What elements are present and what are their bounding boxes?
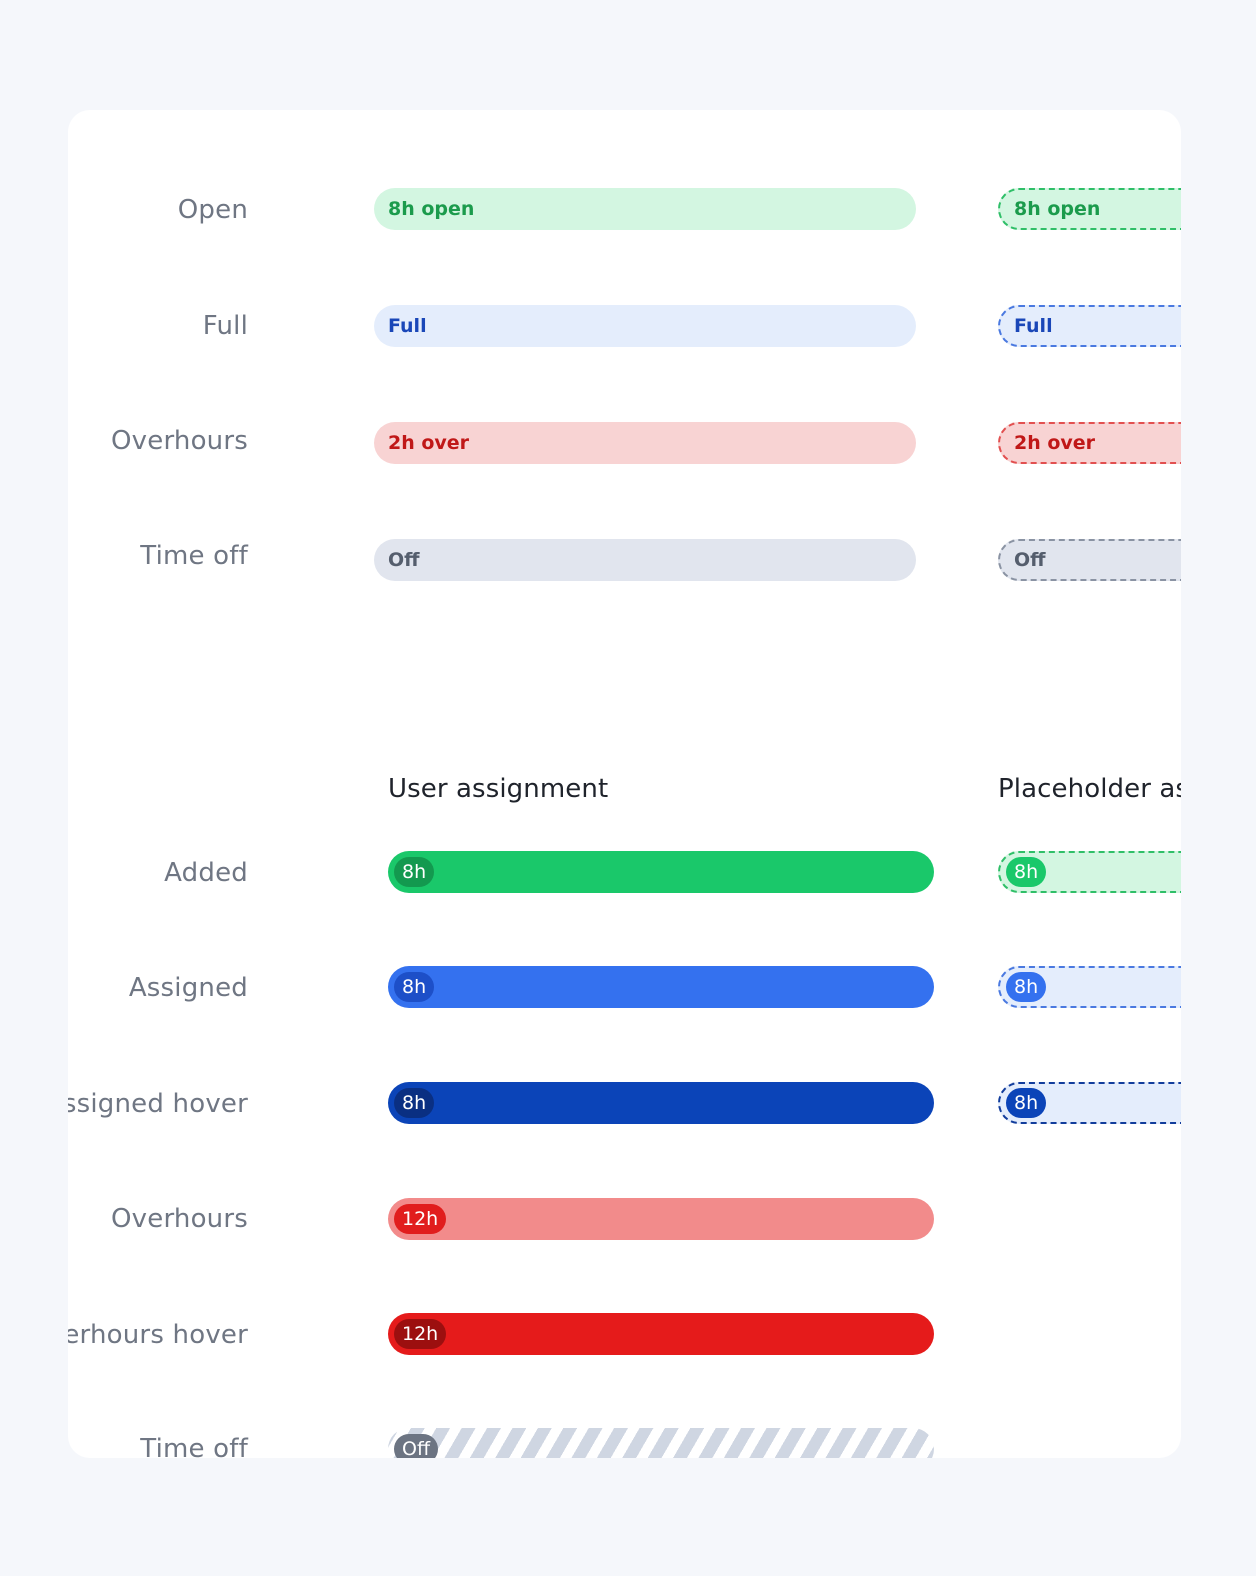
overhours-pill-text: 2h over	[388, 432, 470, 454]
row-label-overhours-hover: erhours hover	[68, 1320, 248, 1350]
placeholder-assignment-title: Placeholder as	[998, 774, 1181, 804]
added-placeholder-bar[interactable]: 8h	[998, 851, 1181, 893]
overhours-hover-hours-chip: 12h	[394, 1319, 447, 1349]
assigned-hover-hours-chip: 8h	[394, 1088, 435, 1118]
overhours-dashed-pill-text: 2h over	[1014, 432, 1096, 454]
time-off-dashed-pill[interactable]: Off	[998, 539, 1181, 581]
assigned-hover-placeholder-bar[interactable]: 8h	[998, 1082, 1181, 1124]
full-dashed-pill[interactable]: Full	[998, 305, 1181, 347]
row-label-added: Added	[164, 858, 248, 888]
overhours-dashed-pill[interactable]: 2h over	[998, 422, 1181, 464]
time-off-bar[interactable]: Off	[388, 1428, 934, 1458]
assigned-bar[interactable]: 8h	[388, 966, 934, 1008]
time-off-dashed-pill-text: Off	[1014, 549, 1046, 571]
added-placeholder-chip: 8h	[1006, 857, 1047, 887]
overhours-hours-chip: 12h	[394, 1204, 447, 1234]
added-hours-chip: 8h	[394, 857, 435, 887]
row-label-time-off-assignment: Time off	[140, 1434, 248, 1458]
time-off-chip: Off	[394, 1434, 439, 1458]
row-label-open: Open	[177, 195, 248, 225]
time-off-pill-text: Off	[388, 549, 420, 571]
added-bar[interactable]: 8h	[388, 851, 934, 893]
open-pill-text: 8h open	[388, 198, 475, 220]
assigned-hover-placeholder-chip: 8h	[1006, 1088, 1047, 1118]
open-dashed-pill[interactable]: 8h open	[998, 188, 1181, 230]
full-pill-text: Full	[388, 315, 427, 337]
open-dashed-pill-text: 8h open	[1014, 198, 1101, 220]
overhours-bar[interactable]: 12h	[388, 1198, 934, 1240]
assigned-hours-chip: 8h	[394, 972, 435, 1002]
open-pill[interactable]: 8h open	[374, 188, 916, 230]
overhours-hover-bar[interactable]: 12h	[388, 1313, 934, 1355]
user-assignment-title: User assignment	[388, 774, 609, 804]
row-label-full: Full	[202, 311, 248, 341]
full-pill[interactable]: Full	[374, 305, 916, 347]
row-label-assigned: Assigned	[128, 973, 248, 1003]
row-label-time-off: Time off	[140, 541, 248, 571]
assigned-hover-bar[interactable]: 8h	[388, 1082, 934, 1124]
row-label-overhours: Overhours	[111, 426, 248, 456]
overhours-pill[interactable]: 2h over	[374, 422, 916, 464]
time-off-pill[interactable]: Off	[374, 539, 916, 581]
full-dashed-pill-text: Full	[1014, 315, 1053, 337]
row-label-overhours-assignment: Overhours	[111, 1204, 248, 1234]
states-card: Open 8h open 8h open Full Full Full Over…	[68, 110, 1181, 1458]
assigned-placeholder-chip: 8h	[1006, 972, 1047, 1002]
assigned-placeholder-bar[interactable]: 8h	[998, 966, 1181, 1008]
row-label-assigned-hover: ssigned hover	[68, 1089, 248, 1119]
